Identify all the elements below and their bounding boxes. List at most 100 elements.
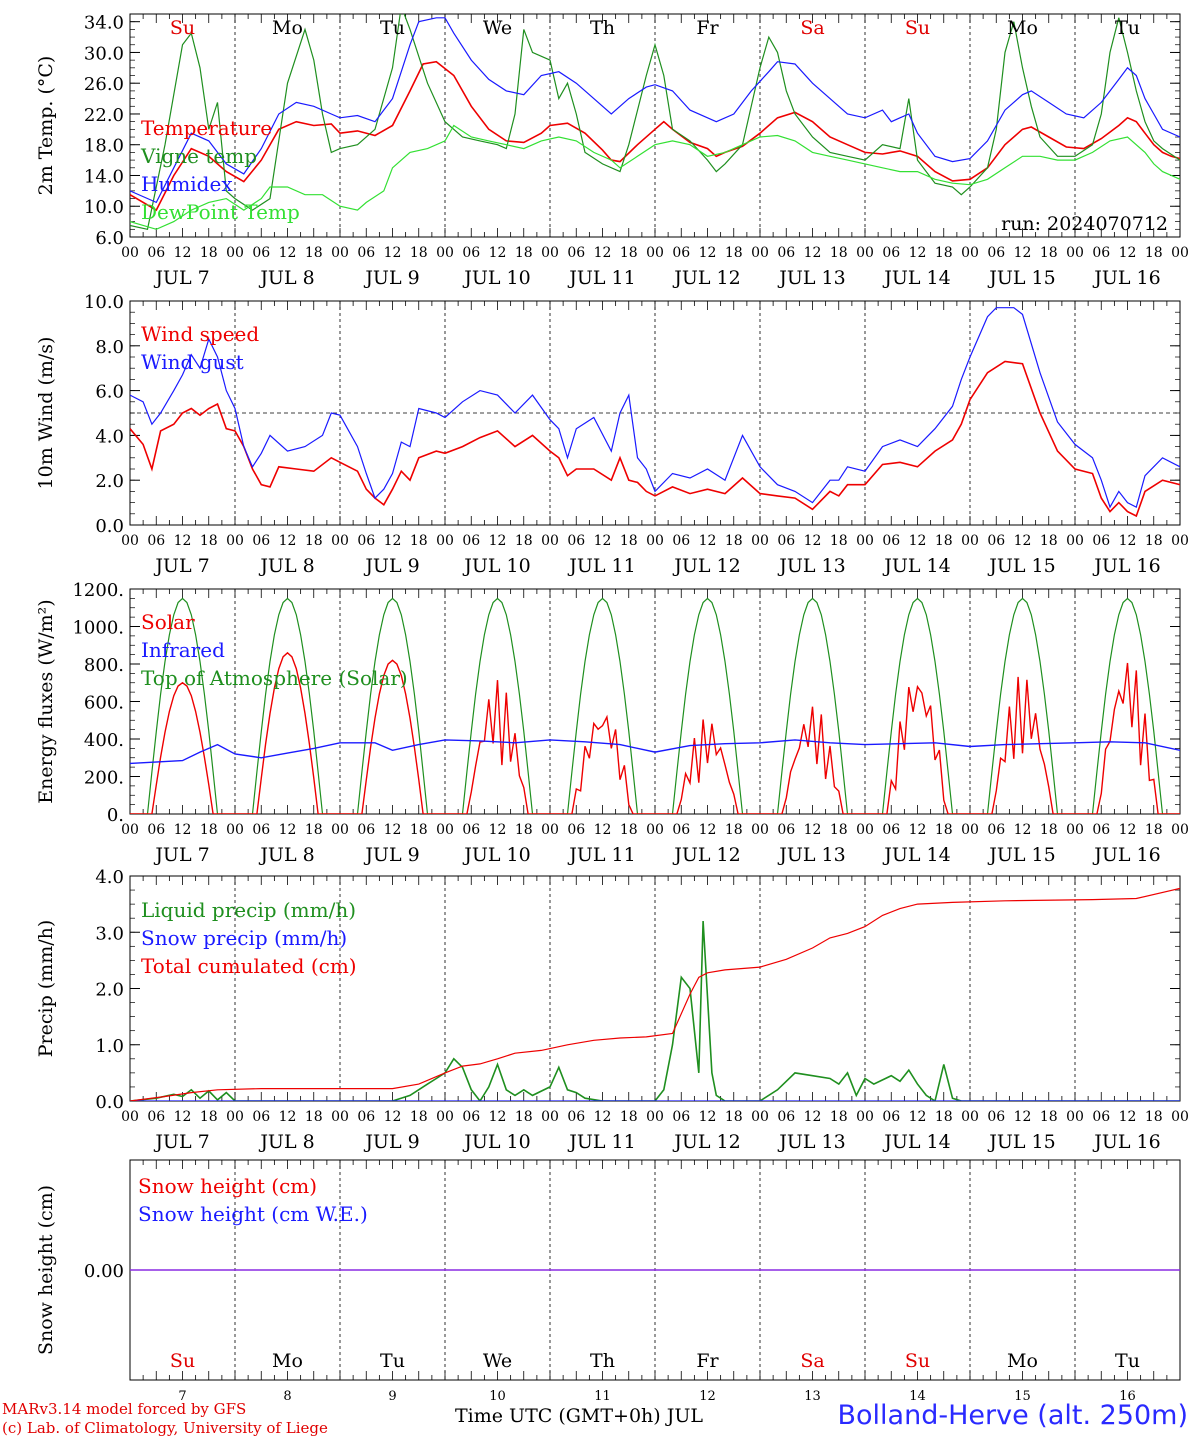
hour-tick-label: 18	[620, 822, 638, 838]
series-solar	[130, 651, 1180, 814]
hour-tick-label: 12	[804, 1109, 822, 1125]
hour-tick-label: 12	[279, 822, 297, 838]
hour-tick-label: 00	[331, 1109, 349, 1125]
hour-tick-label: 12	[909, 245, 927, 261]
hour-tick-label: 12	[279, 533, 297, 549]
hour-tick-label: 00	[226, 245, 244, 261]
hour-tick-label: 06	[987, 1109, 1005, 1125]
chart-panel-4: 0.0 1.0 2.0 3.0 4.0 Precip (mm/h) Liquid preci…	[35, 867, 1189, 1153]
hour-tick-label: 18	[515, 822, 533, 838]
hour-tick-label: 00	[226, 533, 244, 549]
y-tick-label: 22.0	[84, 105, 124, 126]
hour-tick-label: 06	[777, 245, 795, 261]
day-label: JUL 10	[462, 555, 530, 577]
hour-tick-label: 18	[200, 1109, 218, 1125]
hour-tick-label: 12	[174, 533, 192, 549]
day-label: JUL 8	[258, 844, 314, 866]
weekday-label: Su	[905, 17, 930, 39]
y-tick-label: 34.0	[84, 13, 124, 34]
series-dewpoint-temp	[130, 124, 1180, 230]
hour-tick-label-final: 00	[1171, 245, 1189, 261]
hour-tick-label: 00	[961, 1109, 979, 1125]
chart-panel-2: 0.0 2.0 4.0 6.0 8.0 10.0 10m Wind (m/s) Wind sp…	[35, 292, 1189, 577]
day-label: JUL 12	[672, 267, 740, 289]
hour-tick-label: 06	[462, 1109, 480, 1125]
hour-tick-label: 18	[935, 1109, 953, 1125]
hour-tick-label: 00	[856, 245, 874, 261]
hour-tick-label: 06	[357, 245, 375, 261]
hour-tick-label: 00	[436, 1109, 454, 1125]
day-number: 9	[388, 1389, 396, 1404]
hour-tick-label: 12	[1014, 1109, 1032, 1125]
day-label: JUL 16	[1092, 1131, 1160, 1153]
plot-frame	[129, 588, 1181, 815]
hour-tick-label: 18	[1040, 822, 1058, 838]
hour-tick-label: 12	[489, 245, 507, 261]
day-label: JUL 14	[882, 1131, 950, 1153]
hour-tick-label: 18	[1145, 533, 1163, 549]
hour-tick-label: 18	[830, 1109, 848, 1125]
series-wind-gust	[130, 307, 1180, 509]
legend-entry-3: Top of Atmosphere (Solar)	[141, 666, 408, 690]
day-number: 13	[804, 1389, 821, 1404]
y-tick-label: 6.0	[95, 228, 124, 249]
day-label: JUL 8	[258, 555, 314, 577]
hour-tick-label: 12	[384, 533, 402, 549]
hour-tick-label: 18	[410, 533, 428, 549]
day-number: 15	[1014, 1389, 1031, 1404]
hour-tick-label: 00	[121, 1109, 139, 1125]
hour-tick-label: 12	[594, 245, 612, 261]
day-label: JUL 12	[672, 844, 740, 866]
hour-tick-label: 12	[699, 245, 717, 261]
weekday-label-bottom: Su	[170, 1350, 195, 1372]
hour-tick-label: 12	[909, 1109, 927, 1125]
series-group	[130, 597, 1180, 814]
hour-tick-label: 12	[384, 245, 402, 261]
hour-tick-label: 06	[672, 533, 690, 549]
day-label: JUL 9	[363, 1131, 419, 1153]
hour-tick-label: 12	[1014, 822, 1032, 838]
hour-tick-label: 06	[147, 822, 165, 838]
chart-panel-3: 0. 200. 400. 600. 800. 1000. 1200. Energy fluxe…	[35, 580, 1189, 866]
weekday-label-bottom: Sa	[800, 1350, 824, 1372]
y-tick-label: 200.	[84, 768, 124, 789]
hour-tick-label: 06	[882, 533, 900, 549]
day-label: JUL 15	[987, 1131, 1055, 1153]
day-label: JUL 13	[777, 267, 845, 289]
day-label: JUL 13	[777, 844, 845, 866]
hour-tick-label: 06	[777, 1109, 795, 1125]
weekday-label: Fr	[696, 17, 719, 39]
hour-tick-label: 00	[751, 533, 769, 549]
hour-tick-label: 18	[305, 822, 323, 838]
hour-tick-label: 06	[987, 822, 1005, 838]
hour-tick-label: 12	[489, 1109, 507, 1125]
hour-tick-label: 18	[1040, 1109, 1058, 1125]
hour-tick-label: 00	[1066, 533, 1084, 549]
series-group	[130, 307, 1180, 518]
hour-tick-label: 06	[357, 1109, 375, 1125]
legend-entry-1: Liquid precip (mm/h)	[141, 898, 356, 922]
hour-tick-label: 18	[830, 245, 848, 261]
series-humidex	[130, 17, 1180, 204]
day-label: JUL 10	[462, 844, 530, 866]
y-tick-label: 400.	[84, 730, 124, 751]
hour-tick-label: 00	[646, 822, 664, 838]
hour-tick-label: 18	[1145, 822, 1163, 838]
y-tick-label: 3.0	[95, 923, 124, 944]
y-tick-label: 10.0	[84, 292, 124, 313]
hour-tick-label: 06	[1092, 1109, 1110, 1125]
day-label: JUL 14	[882, 555, 950, 577]
hour-tick-label: 06	[567, 533, 585, 549]
hour-tick-label: 00	[331, 245, 349, 261]
hour-tick-label: 00	[1066, 822, 1084, 838]
day-label: JUL 9	[363, 844, 419, 866]
series-top-of-atmosphere	[130, 597, 1180, 814]
day-label: JUL 7	[153, 555, 209, 577]
chart-panel-5: 0.00 Snow height (cm) Snow height (cm) Snow…	[35, 1159, 1181, 1404]
y-tick-label: 26.0	[84, 74, 124, 95]
weekday-label-bottom: Th	[590, 1350, 615, 1372]
series-group	[130, 887, 1180, 1101]
y-tick-label: 8.0	[95, 337, 124, 358]
series-temperature	[130, 60, 1180, 212]
day-label: JUL 12	[672, 555, 740, 577]
